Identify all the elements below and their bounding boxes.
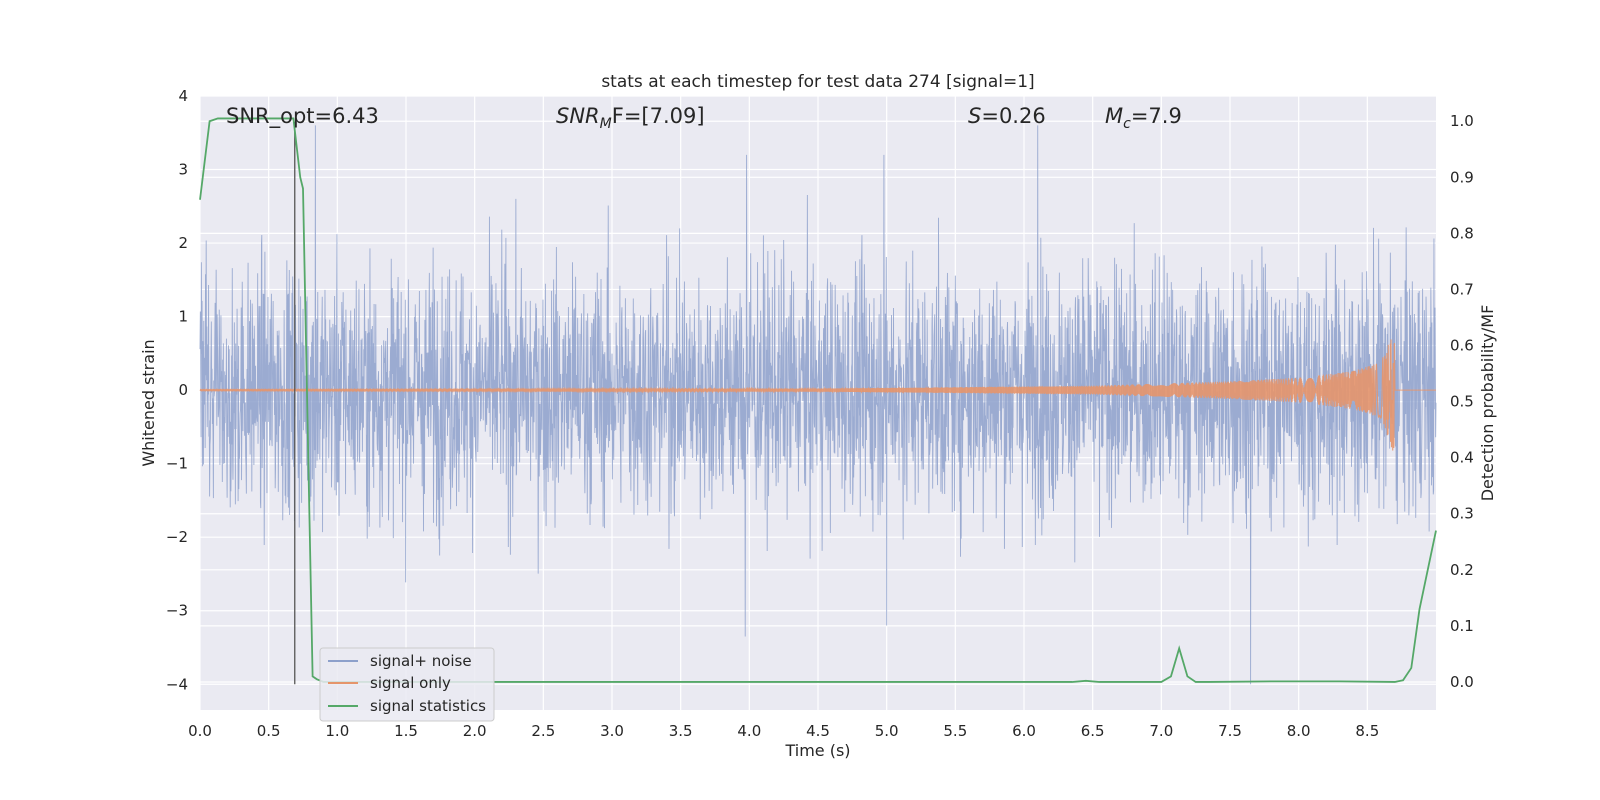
y-left-tick-label: −1 <box>166 455 188 473</box>
y-left-tick-label: 3 <box>178 161 188 179</box>
y-right-tick-label: 0.9 <box>1450 168 1474 186</box>
ticks: 0.0 0.5 1.0 1.5 2.0 2.5 3.0 3.5 4.0 4.5 5.0 5.5 6.0 6… <box>166 87 1474 740</box>
y-left-tick-label: 1 <box>178 308 188 326</box>
y-left-tick-label: 4 <box>178 87 188 105</box>
x-tick-label: 7.5 <box>1218 722 1242 740</box>
y-right-tick-label: 0.0 <box>1450 673 1474 691</box>
y-right-tick-label: 0.3 <box>1450 505 1474 523</box>
chart-title: stats at each timestep for test data 274… <box>601 72 1034 92</box>
x-tick-label: 5.0 <box>875 722 899 740</box>
snr-mf-base: SNR <box>556 104 600 128</box>
s-var: S <box>968 104 981 128</box>
x-tick-label: 7.0 <box>1149 722 1173 740</box>
y-axis-left-title: Whitened strain <box>139 339 158 466</box>
s-rest: =0.26 <box>981 104 1045 128</box>
mc-sub: c <box>1123 116 1131 132</box>
x-tick-label: 3.0 <box>600 722 624 740</box>
x-tick-label: 1.5 <box>394 722 418 740</box>
y-right-tick-label: 0.4 <box>1450 449 1474 467</box>
x-tick-label: 4.5 <box>806 722 830 740</box>
y-right-tick-label: 1.0 <box>1450 112 1474 130</box>
y-right-tick-label: 0.2 <box>1450 561 1474 579</box>
x-tick-label: 3.5 <box>669 722 693 740</box>
y-right-tick-label: 0.8 <box>1450 224 1474 242</box>
x-tick-label: 0.5 <box>257 722 281 740</box>
legend: signal+ noise signal only signal statist… <box>319 647 495 722</box>
y-left-tick-label: −4 <box>166 675 188 693</box>
y-left-tick-label: 2 <box>178 234 188 252</box>
snr-opt-annotation: SNR_opt=6.43 <box>226 104 379 129</box>
x-tick-label: 1.0 <box>325 722 349 740</box>
y-right-tick-label: 0.1 <box>1450 617 1474 635</box>
y-right-tick-label: 0.5 <box>1450 393 1474 411</box>
y-left-tick-label: −3 <box>166 602 188 620</box>
y-left-tick-label: −2 <box>166 528 188 546</box>
legend-label-signal-only: signal only <box>370 674 451 692</box>
y-right-tick-label: 0.7 <box>1450 280 1474 298</box>
legend-label-signal-noise: signal+ noise <box>370 652 472 670</box>
mc-var: M <box>1105 104 1123 128</box>
y-axis-right-title: Detection probability/MF <box>1478 305 1497 502</box>
mc-annotation: Mc=7.9 <box>1105 104 1182 132</box>
x-tick-label: 6.5 <box>1081 722 1105 740</box>
x-tick-label: 0.0 <box>188 722 212 740</box>
series-signal-noise-line <box>199 125 1437 685</box>
legend-label-signal-statistics: signal statistics <box>370 697 486 715</box>
y-left-tick-label: 0 <box>178 381 188 399</box>
legend-box <box>319 647 495 722</box>
x-tick-label: 5.5 <box>943 722 967 740</box>
x-tick-label: 8.5 <box>1355 722 1379 740</box>
series-layer <box>199 117 1437 685</box>
x-tick-label: 6.0 <box>1012 722 1036 740</box>
series-signal-only-line <box>199 339 1436 451</box>
x-tick-label: 2.5 <box>531 722 555 740</box>
x-tick-label: 4.0 <box>737 722 761 740</box>
snr-mf-annotation: SNRMF=[7.09] <box>556 104 705 132</box>
annotations: SNR_opt=6.43 SNRMF=[7.09] S=0.26 Mc=7.9 <box>226 104 1182 132</box>
x-tick-label: 2.0 <box>463 722 487 740</box>
x-tick-label: 8.0 <box>1287 722 1311 740</box>
series-signal-statistics-line <box>199 117 1437 683</box>
snr-mf-sub: M <box>600 116 612 132</box>
x-axis-title: Time (s) <box>784 741 850 760</box>
snr-mf-rest: F=[7.09] <box>612 104 705 128</box>
mc-rest: =7.9 <box>1131 104 1182 128</box>
y-right-tick-label: 0.6 <box>1450 337 1474 355</box>
s-annotation: S=0.26 <box>968 104 1046 128</box>
